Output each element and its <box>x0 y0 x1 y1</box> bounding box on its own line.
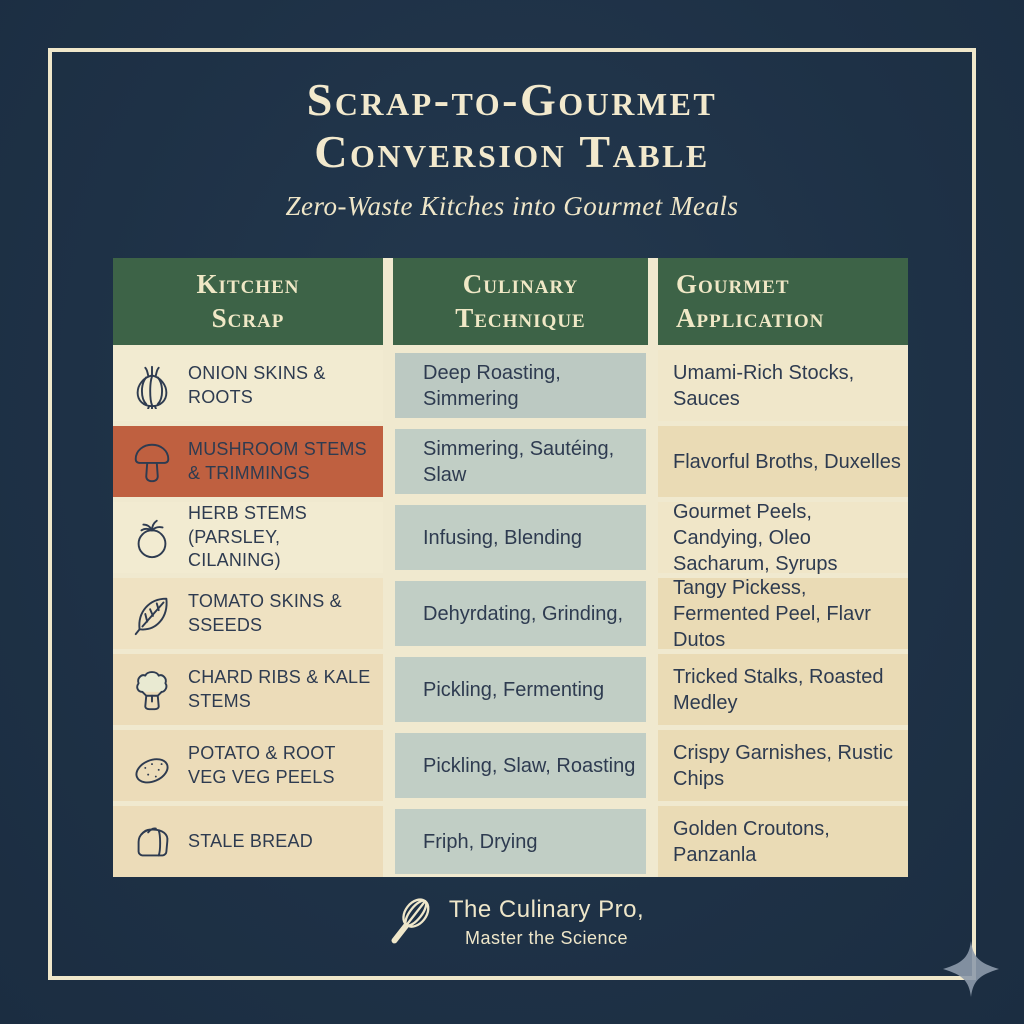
brand-tagline: Master the Science <box>464 927 629 948</box>
technique-label: Pickling, Slaw, Roasting <box>395 733 646 798</box>
application-label: Golden Croutons, Panzanla <box>673 817 830 866</box>
brand-name: The Culinary Pro, <box>448 895 645 923</box>
header-label: Scrap <box>211 302 285 333</box>
table-row-application-cell: Flavorful Broths, Duxelles <box>658 426 908 497</box>
table-row-technique-cell: Simmering, Sautéing, Slaw <box>393 426 648 497</box>
table-row-technique-cell: Deep Roasting, Simmering <box>393 350 648 421</box>
column-header-culinary-technique: Culinary Technique <box>393 258 648 345</box>
footer-brand: The Culinary Pro, Master the Science <box>0 893 1024 951</box>
table-row-scrap-cell-highlighted: MUSHROOM STEMS & TRIMMINGS <box>113 426 383 497</box>
table-row-technique-cell: Pickling, Slaw, Roasting <box>393 730 648 801</box>
technique-label: Pickling, Fermenting <box>395 657 646 722</box>
scrap-label: TOMATO SKINS & SSEEDS <box>188 591 342 635</box>
column-header-kitchen-scrap: Kitchen Scrap <box>113 258 383 345</box>
table-row-application-cell: Crispy Garnishes, Rustic Chips <box>658 730 908 801</box>
technique-label: Infusing, Blending <box>395 505 646 570</box>
potato-icon <box>129 743 175 789</box>
table-row-technique-cell: Pickling, Fermenting <box>393 654 648 725</box>
four-point-star-icon <box>942 940 1000 1003</box>
technique-label: Simmering, Sautéing, Slaw <box>395 429 646 494</box>
title-line-1: Scrap-to-Gourmet <box>306 74 718 125</box>
header-label: Kitchen <box>196 268 300 299</box>
table-row-technique-cell: Friph, Drying <box>393 806 648 877</box>
header-label: Technique <box>455 302 586 333</box>
table-row-scrap-cell: CHARD RIBS & KALE STEMS <box>113 654 383 725</box>
tomato-icon <box>129 515 175 561</box>
scrap-label: STALE BREAD <box>188 830 313 851</box>
bread-icon <box>129 819 175 865</box>
table-row-technique-cell: Infusing, Blending <box>393 502 648 573</box>
application-label: Crispy Garnishes, Rustic Chips <box>673 741 894 790</box>
scrap-label: HERB STEMS (PARSLEY, CILANING) <box>188 503 308 571</box>
scrap-label: POTATO & ROOT VEG VEG PEELS <box>188 743 336 787</box>
table-row-scrap-cell: ONION SKINS & ROOTS <box>113 350 383 421</box>
table-row-scrap-cell: STALE BREAD <box>113 806 383 877</box>
table-row-application-cell: Golden Croutons, Panzanla <box>658 806 908 877</box>
technique-label: Friph, Drying <box>395 809 646 874</box>
title-line-2: Conversion Table <box>314 125 710 177</box>
application-label: Umami-Rich Stocks, Sauces <box>673 361 855 410</box>
table-row-scrap-cell: TOMATO SKINS & SSEEDS <box>113 578 383 649</box>
table-row-application-cell: Gourmet Peels, Candying, Oleo Sacharum, … <box>658 501 908 575</box>
table-row-application-cell: Umami-Rich Stocks, Sauces <box>658 350 908 421</box>
application-label: Tricked Stalks, Roasted Medley <box>673 665 884 714</box>
table-row-scrap-cell: HERB STEMS (PARSLEY, CILANING) <box>113 502 383 573</box>
header-label: Gourmet <box>676 268 790 299</box>
column-header-gourmet-application: Gourmet Application <box>658 258 908 345</box>
table-row-application-cell: Tricked Stalks, Roasted Medley <box>658 654 908 725</box>
mushroom-icon <box>129 439 175 485</box>
application-label: Gourmet Peels, Candying, Oleo Sacharum, … <box>673 500 838 575</box>
technique-label: Dehyrdating, Grinding, <box>395 581 646 646</box>
whisk-icon <box>380 893 436 951</box>
header-label: Application <box>676 302 825 333</box>
leaf-icon <box>129 591 175 637</box>
scrap-label: MUSHROOM STEMS & TRIMMINGS <box>188 439 367 483</box>
onion-icon <box>129 363 175 409</box>
technique-label: Deep Roasting, Simmering <box>395 353 646 418</box>
table-row-scrap-cell: POTATO & ROOT VEG VEG PEELS <box>113 730 383 801</box>
page-title: Scrap-to-Gourmet Conversion Table <box>0 74 1024 178</box>
broccoli-icon <box>129 667 175 713</box>
page-subtitle: Zero-Waste Kitches into Gourmet Meals <box>285 190 739 221</box>
title-block: Scrap-to-Gourmet Conversion Table Zero-Wa… <box>0 74 1024 222</box>
brand-text: The Culinary Pro, Master the Science <box>449 896 644 949</box>
conversion-table: Kitchen Scrap Culinary Technique Gourmet… <box>113 258 908 877</box>
table-row-application-cell: Tangy Pickess, Fermented Peel, Flavr Dut… <box>658 577 908 651</box>
scrap-label: ONION SKINS & ROOTS <box>188 363 326 407</box>
scrap-label: CHARD RIBS & KALE STEMS <box>188 667 371 711</box>
application-label: Flavorful Broths, Duxelles <box>673 450 901 473</box>
header-label: Culinary <box>462 268 579 299</box>
application-label: Tangy Pickess, Fermented Peel, Flavr Dut… <box>673 576 871 651</box>
table-row-technique-cell: Dehyrdating, Grinding, <box>393 578 648 649</box>
